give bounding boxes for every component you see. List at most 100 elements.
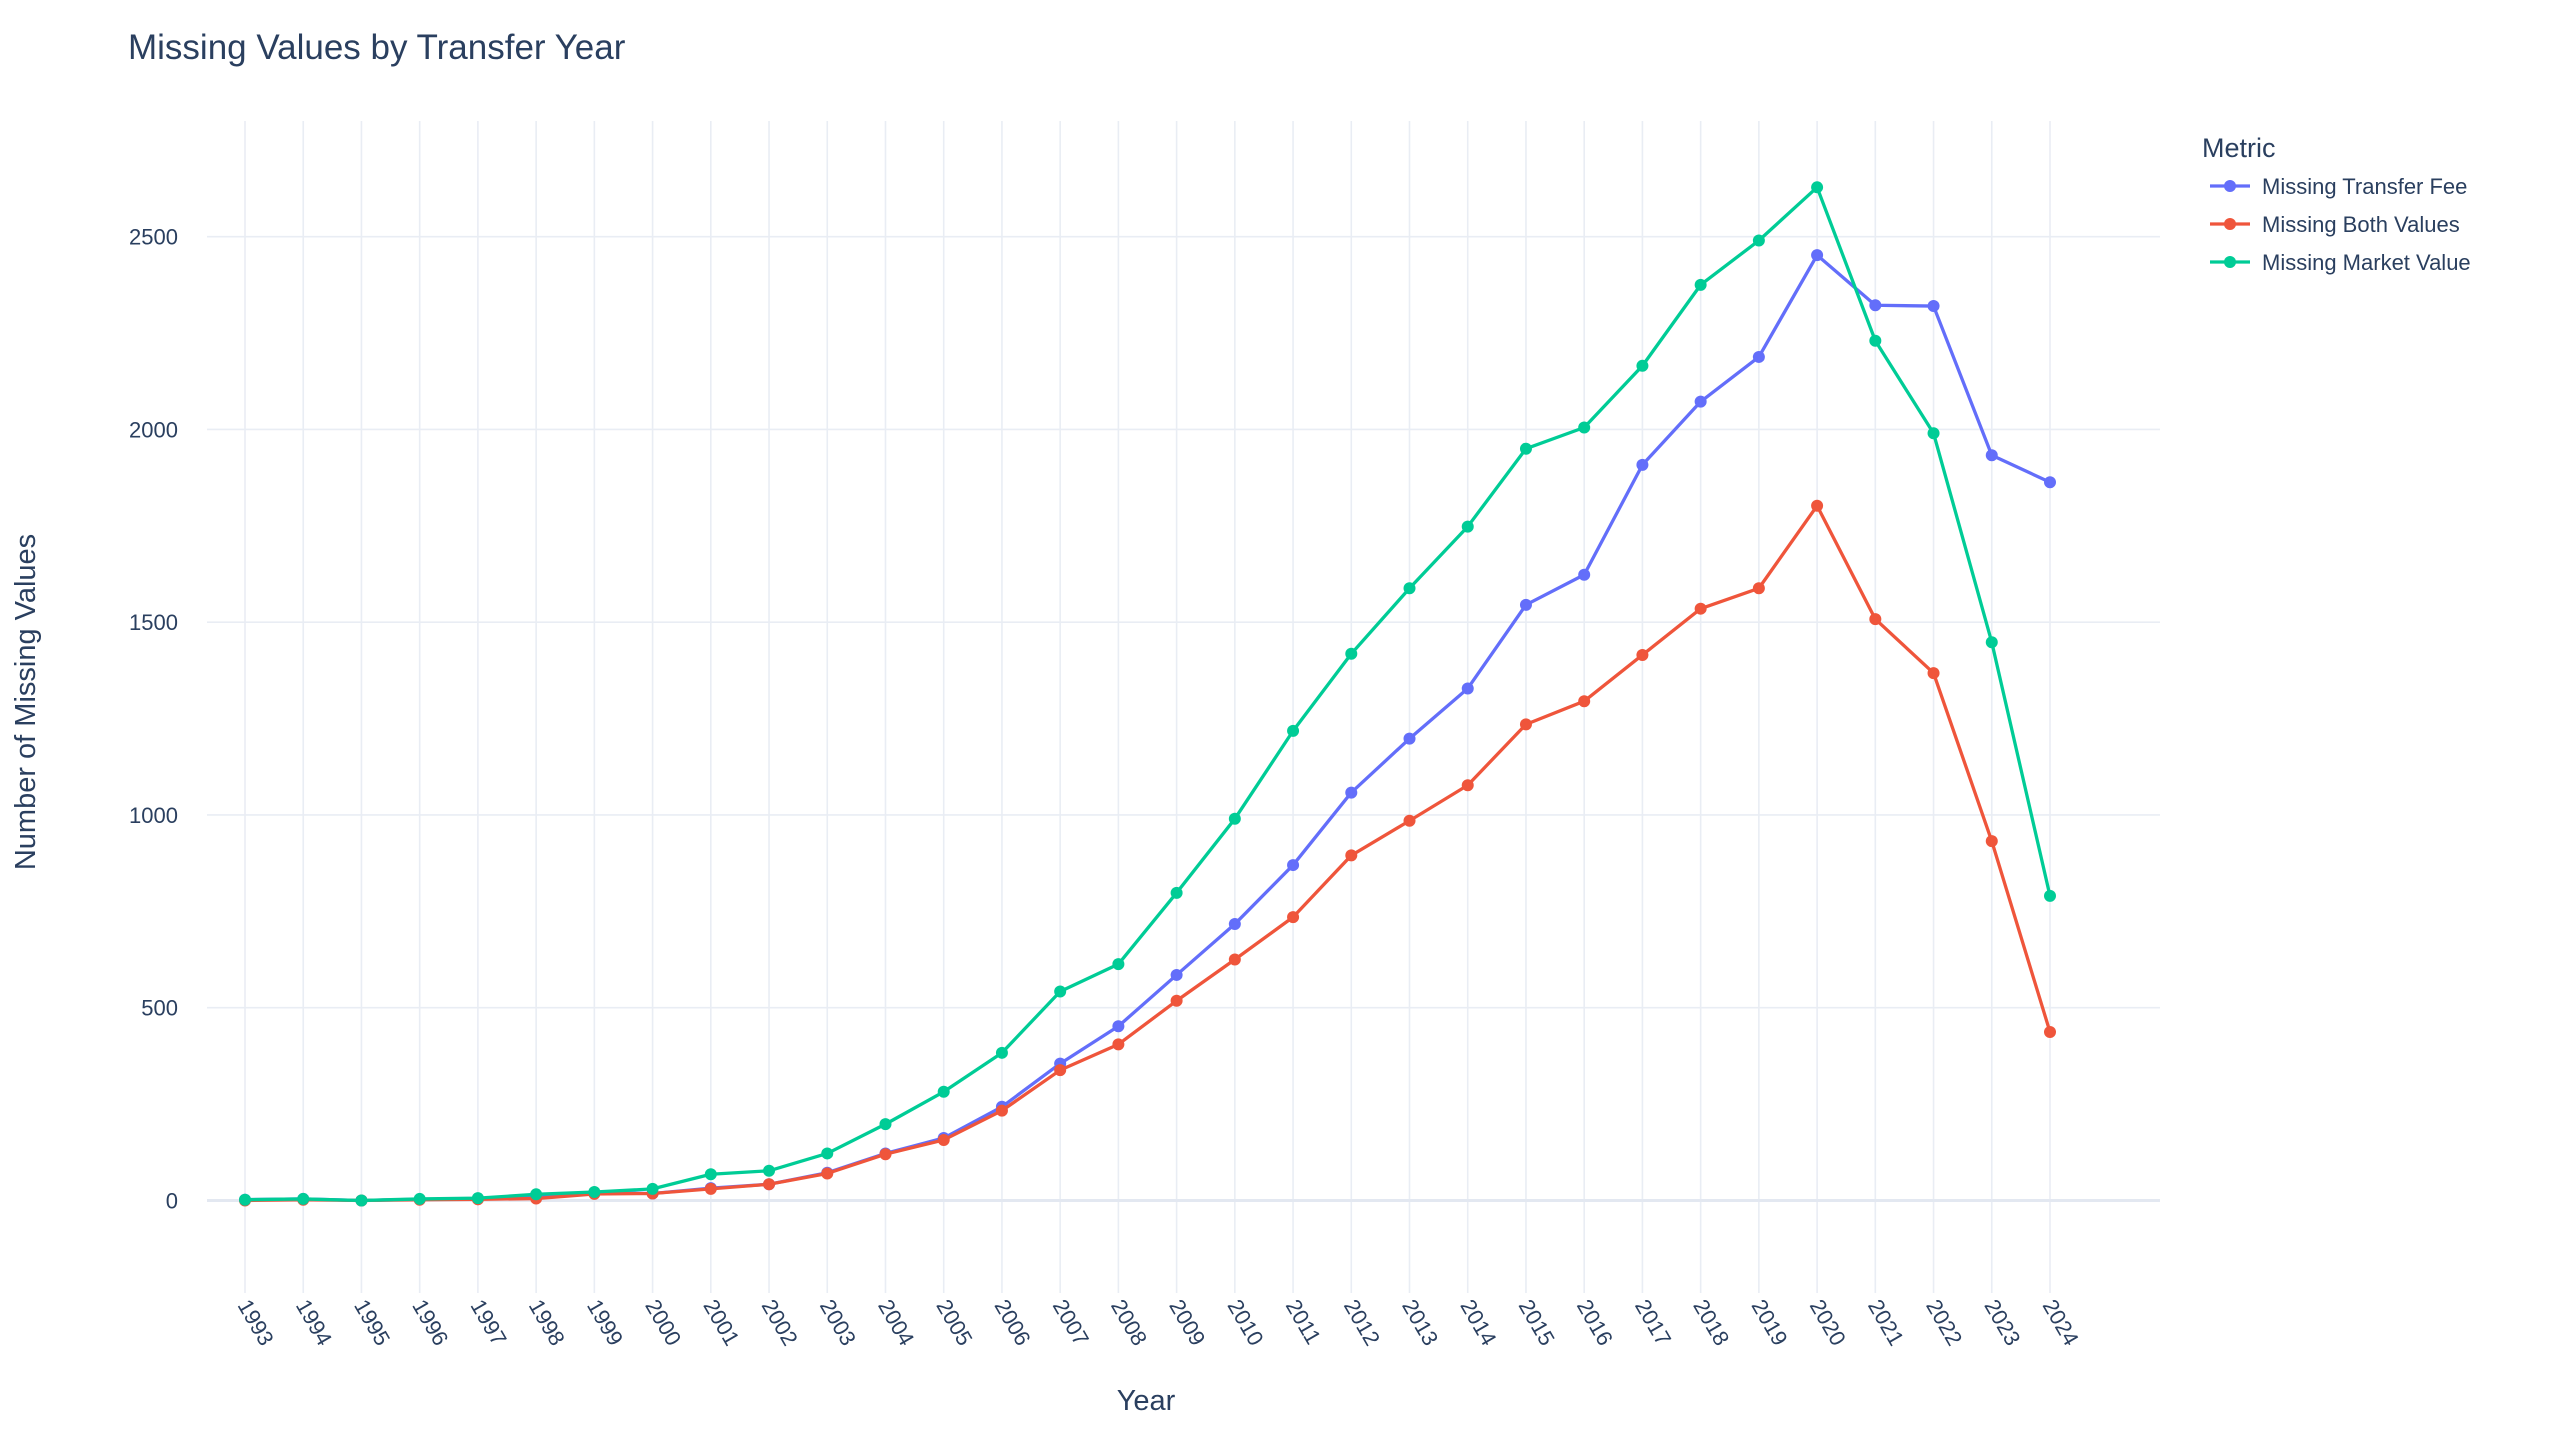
- data-point-missing-transfer-fee[interactable]: [1578, 568, 1591, 581]
- data-point-missing-market-value[interactable]: [588, 1185, 601, 1198]
- data-point-missing-both-values[interactable]: [1054, 1064, 1067, 1077]
- data-point-missing-market-value[interactable]: [471, 1192, 484, 1205]
- data-point-missing-transfer-fee[interactable]: [2044, 476, 2056, 489]
- data-point-missing-market-value[interactable]: [1345, 647, 1358, 660]
- data-point-missing-market-value[interactable]: [1054, 985, 1067, 998]
- data-point-missing-market-value[interactable]: [1636, 359, 1649, 372]
- x-tick-label: 2010: [1223, 1295, 1269, 1350]
- data-point-missing-market-value[interactable]: [1811, 181, 1824, 194]
- x-tick-label: 2015: [1514, 1295, 1560, 1350]
- data-point-missing-market-value[interactable]: [413, 1192, 426, 1205]
- data-point-missing-market-value[interactable]: [1403, 582, 1416, 595]
- x-tick-label: 2018: [1688, 1295, 1734, 1350]
- legend-label: Missing Both Values: [2262, 212, 2460, 237]
- data-point-missing-both-values[interactable]: [995, 1104, 1008, 1117]
- data-point-missing-market-value[interactable]: [763, 1164, 776, 1177]
- data-point-missing-both-values[interactable]: [1403, 814, 1416, 827]
- data-point-missing-both-values[interactable]: [1985, 835, 1998, 848]
- data-point-missing-both-values[interactable]: [1636, 648, 1649, 661]
- data-point-missing-both-values[interactable]: [1578, 695, 1591, 708]
- data-point-missing-both-values[interactable]: [879, 1148, 892, 1161]
- x-tick-label: 1998: [524, 1295, 570, 1350]
- data-point-missing-market-value[interactable]: [1228, 812, 1241, 825]
- data-point-missing-market-value[interactable]: [704, 1168, 717, 1181]
- data-point-missing-transfer-fee[interactable]: [1985, 449, 1998, 462]
- x-tick-label: 2012: [1339, 1295, 1385, 1350]
- data-point-missing-market-value[interactable]: [995, 1046, 1008, 1059]
- data-point-missing-market-value[interactable]: [937, 1085, 950, 1098]
- data-point-missing-market-value[interactable]: [1519, 442, 1532, 455]
- data-point-missing-transfer-fee[interactable]: [1519, 598, 1532, 611]
- data-point-missing-transfer-fee[interactable]: [1345, 786, 1358, 799]
- data-point-missing-transfer-fee[interactable]: [1752, 350, 1765, 363]
- data-point-missing-both-values[interactable]: [1811, 499, 1824, 512]
- data-point-missing-both-values[interactable]: [763, 1178, 776, 1191]
- data-point-missing-market-value[interactable]: [1287, 724, 1300, 737]
- data-point-missing-transfer-fee[interactable]: [1461, 682, 1474, 695]
- legend-label: Missing Transfer Fee: [2262, 174, 2467, 199]
- legend-item-missing-transfer-fee[interactable]: Missing Transfer Fee: [2210, 174, 2467, 199]
- data-point-missing-market-value[interactable]: [1927, 427, 1940, 440]
- y-tick-label: 500: [141, 996, 178, 1021]
- data-point-missing-market-value[interactable]: [1112, 958, 1125, 971]
- legend-item-missing-both-values[interactable]: Missing Both Values: [2210, 212, 2460, 237]
- data-point-missing-both-values[interactable]: [1519, 718, 1532, 731]
- data-point-missing-both-values[interactable]: [821, 1167, 834, 1180]
- data-point-missing-both-values[interactable]: [1694, 602, 1707, 615]
- data-point-missing-both-values[interactable]: [1112, 1038, 1125, 1051]
- data-point-missing-both-values[interactable]: [1461, 779, 1474, 792]
- data-point-missing-both-values[interactable]: [1927, 667, 1940, 680]
- data-point-missing-both-values[interactable]: [937, 1133, 950, 1146]
- data-point-missing-transfer-fee[interactable]: [1228, 918, 1241, 931]
- x-tick-label: 2020: [1805, 1295, 1851, 1350]
- legend-item-missing-market-value[interactable]: Missing Market Value: [2210, 250, 2471, 275]
- data-point-missing-market-value[interactable]: [530, 1188, 543, 1201]
- x-tick-label: 2022: [1921, 1295, 1967, 1350]
- x-tick-label: 2001: [698, 1295, 744, 1350]
- data-point-missing-both-values[interactable]: [704, 1182, 717, 1195]
- x-tick-label: 1997: [466, 1295, 512, 1350]
- data-point-missing-market-value[interactable]: [879, 1118, 892, 1131]
- data-point-missing-market-value[interactable]: [1170, 886, 1183, 899]
- x-tick-label: 2016: [1572, 1295, 1618, 1350]
- data-point-missing-market-value[interactable]: [1578, 421, 1591, 434]
- series-line-missing-market-value: [243, 185, 2052, 1203]
- y-axis-title: Number of Missing Values: [10, 534, 42, 870]
- series-plot-area: [239, 181, 2056, 1207]
- data-point-missing-market-value[interactable]: [297, 1192, 310, 1205]
- x-tick-label: 2011: [1281, 1295, 1326, 1348]
- data-point-missing-both-values[interactable]: [1345, 849, 1358, 862]
- data-point-missing-market-value[interactable]: [1985, 636, 1998, 649]
- data-point-missing-market-value[interactable]: [2044, 889, 2056, 902]
- data-point-missing-both-values[interactable]: [2044, 1025, 2056, 1038]
- y-tick-label: 1500: [129, 610, 178, 635]
- data-point-missing-market-value[interactable]: [355, 1194, 368, 1207]
- y-tick-label: 1000: [129, 803, 178, 828]
- data-point-missing-both-values[interactable]: [1752, 582, 1765, 595]
- data-point-missing-market-value[interactable]: [239, 1193, 251, 1206]
- x-tick-label: 2007: [1048, 1295, 1094, 1350]
- data-point-missing-transfer-fee[interactable]: [1403, 732, 1416, 745]
- data-point-missing-transfer-fee[interactable]: [1636, 458, 1649, 471]
- data-point-missing-both-values[interactable]: [1869, 613, 1882, 626]
- data-point-missing-market-value[interactable]: [1694, 278, 1707, 291]
- legend-title: Metric: [2202, 133, 2276, 163]
- data-point-missing-both-values[interactable]: [1228, 953, 1241, 966]
- data-point-missing-both-values[interactable]: [1287, 911, 1300, 924]
- data-point-missing-market-value[interactable]: [1461, 520, 1474, 533]
- data-point-missing-transfer-fee[interactable]: [1170, 968, 1183, 981]
- data-point-missing-transfer-fee[interactable]: [1927, 300, 1940, 313]
- data-point-missing-transfer-fee[interactable]: [1694, 395, 1707, 408]
- data-point-missing-market-value[interactable]: [1869, 334, 1882, 347]
- data-point-missing-both-values[interactable]: [1170, 994, 1183, 1007]
- data-point-missing-market-value[interactable]: [646, 1182, 659, 1195]
- x-tick-label: 1995: [349, 1295, 395, 1350]
- data-point-missing-market-value[interactable]: [1752, 234, 1765, 247]
- data-point-missing-transfer-fee[interactable]: [1112, 1020, 1125, 1033]
- data-point-missing-transfer-fee[interactable]: [1287, 859, 1300, 872]
- data-point-missing-transfer-fee[interactable]: [1811, 249, 1824, 262]
- x-tick-label: 2024: [2038, 1295, 2084, 1350]
- data-point-missing-market-value[interactable]: [821, 1147, 834, 1160]
- data-point-missing-transfer-fee[interactable]: [1869, 299, 1882, 312]
